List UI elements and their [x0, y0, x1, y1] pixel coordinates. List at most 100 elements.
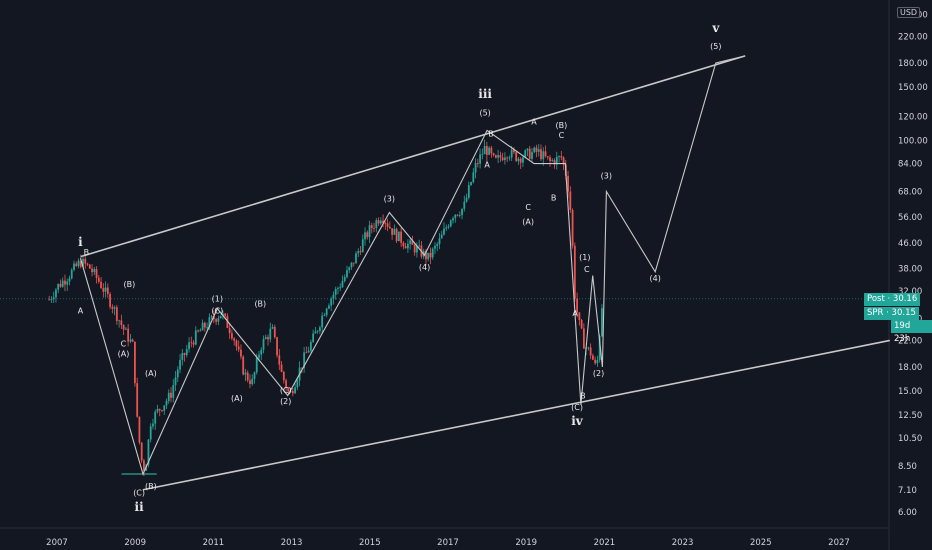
x-tick-label: 2013 — [281, 538, 303, 548]
candle-body — [287, 388, 290, 392]
candle-body — [558, 156, 560, 157]
candle-body — [472, 172, 475, 183]
candle-body — [434, 245, 436, 249]
candle-body — [519, 158, 522, 163]
candle-body — [551, 160, 554, 161]
candle-body — [591, 355, 594, 360]
y-tick-label: 15.00 — [898, 387, 922, 397]
candle-body — [481, 154, 484, 155]
candle-body — [55, 289, 57, 298]
candle-body — [364, 232, 366, 240]
candle-body — [341, 281, 344, 288]
candle-body — [488, 147, 491, 155]
wave-label: A — [484, 161, 490, 170]
candle-body — [199, 330, 202, 332]
wave-label: (4) — [419, 263, 430, 272]
y-tick-label: 220.00 — [898, 33, 928, 43]
candle-body — [282, 371, 285, 381]
candle-body — [467, 185, 470, 198]
candle-body — [470, 182, 472, 186]
candle-body — [384, 223, 387, 224]
spr-label: SPR — [867, 308, 884, 318]
candle-body — [316, 330, 319, 332]
candle-body — [418, 245, 421, 247]
candle-body — [567, 175, 569, 192]
candle-body — [75, 263, 78, 266]
candle-body — [375, 220, 378, 229]
candle-body — [461, 208, 463, 216]
y-tick-label: 32.00 — [898, 287, 922, 297]
candle-body — [352, 262, 355, 264]
candle-body — [194, 330, 197, 345]
candle-body — [332, 294, 335, 299]
candle-body — [181, 353, 184, 360]
candle-body — [456, 214, 459, 216]
candle-body — [134, 341, 136, 384]
candle-body — [578, 312, 581, 321]
candle-body — [307, 350, 310, 353]
candle-body — [188, 342, 190, 350]
candle-body — [61, 280, 64, 287]
candle-body — [262, 338, 265, 350]
candle-body — [244, 372, 247, 375]
candle-body — [122, 325, 125, 330]
candle-body — [102, 288, 105, 292]
candle-body — [499, 155, 502, 158]
candle-body — [233, 338, 236, 341]
candle-body — [540, 149, 542, 160]
candle-body — [147, 439, 150, 465]
candle-body — [370, 225, 373, 228]
candle-body — [154, 411, 157, 424]
y-tick-label: 18.00 — [898, 363, 922, 373]
candle-body — [267, 337, 269, 340]
y-tick-label: 22.00 — [898, 336, 922, 346]
candle-body — [504, 157, 506, 161]
candle-body — [77, 260, 80, 266]
candle-body — [445, 227, 448, 229]
candle-body — [276, 337, 278, 356]
wave-label: B — [580, 391, 586, 400]
x-tick-label: 2025 — [750, 538, 772, 548]
candle-body — [93, 269, 96, 273]
candle-body — [176, 369, 179, 378]
candle-body — [436, 244, 439, 246]
candle-body — [235, 340, 238, 347]
candle-body — [91, 268, 93, 273]
candle-body — [406, 243, 409, 249]
candle-body — [328, 305, 330, 309]
candle-body — [129, 339, 132, 342]
candle-body — [506, 157, 509, 159]
x-tick-label: 2007 — [46, 538, 68, 548]
candle-body — [140, 442, 143, 461]
wave-label: C — [559, 131, 565, 140]
bar-countdown: 19d 23h — [891, 320, 932, 344]
wave-label: B — [84, 248, 90, 257]
candle-body — [217, 318, 220, 322]
candle-body — [413, 244, 416, 253]
candle-body — [404, 246, 407, 249]
currency-label[interactable]: USD — [897, 7, 921, 18]
wave-label: C — [525, 203, 531, 212]
x-tick-label: 2017 — [437, 538, 459, 548]
candle-body — [118, 320, 121, 322]
wave-label: (C) — [133, 488, 145, 497]
candle-body — [136, 383, 139, 417]
candle-body — [73, 263, 75, 270]
candle-body — [319, 327, 321, 331]
candle-body — [104, 287, 107, 292]
candle-body — [64, 280, 66, 285]
candle-body — [531, 152, 533, 159]
candle-body — [555, 156, 558, 165]
candle-body — [580, 320, 583, 329]
candle-body — [377, 220, 380, 224]
y-tick-label: 7.10 — [898, 486, 917, 496]
candle-body — [172, 385, 175, 398]
wave-label: (B) — [556, 121, 568, 130]
candle-body — [589, 347, 592, 356]
candle-body — [273, 326, 276, 338]
candle-body — [440, 234, 443, 239]
wave-label: (B) — [123, 280, 135, 289]
wave-label: A — [78, 306, 84, 315]
